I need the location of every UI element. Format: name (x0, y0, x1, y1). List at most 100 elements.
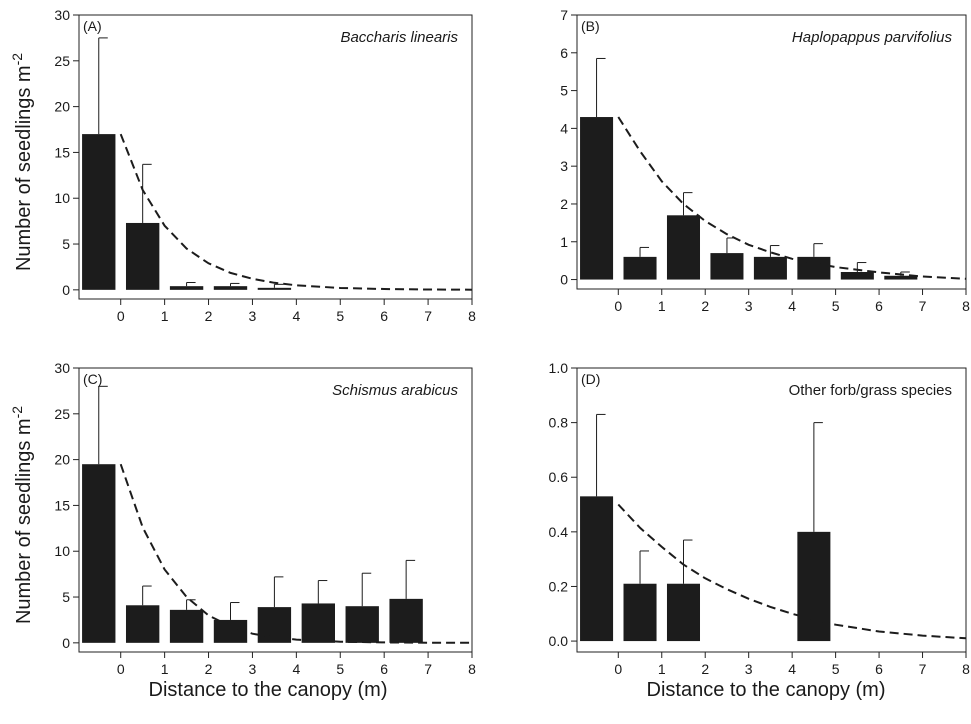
plot-frame (576, 367, 967, 653)
y-tick-label: 15 (54, 497, 70, 513)
bar (169, 286, 204, 290)
y-tick-label: 15 (54, 144, 70, 160)
x-tick-label: 4 (292, 308, 300, 324)
fit-curve (617, 116, 967, 280)
panel-label: (D) (581, 371, 600, 387)
y-tick-label: 30 (54, 360, 70, 376)
bar (623, 583, 657, 642)
fit-curve (617, 503, 967, 640)
y-tick-label: 2 (560, 196, 568, 212)
plot-frame (78, 367, 473, 653)
bar (257, 287, 292, 290)
y-tick-label: 5 (62, 589, 70, 605)
panel-label: (C) (83, 371, 102, 387)
y-tick-label: 0.6 (549, 469, 569, 485)
y-tick-label: 25 (54, 53, 70, 69)
plot-frame (576, 14, 967, 290)
panel-a: 0 5 10 15 20 25 30 0 1 2 3 4 5 6 7 8 (A) Baccharis linear… (54, 7, 476, 324)
species-title: Schismus arabicus (332, 382, 458, 399)
bar (82, 464, 116, 643)
y-tick-label: 0.4 (549, 524, 569, 540)
x-tick-label: 0 (614, 298, 622, 314)
x-tick-label: 6 (875, 661, 883, 677)
bar (169, 609, 204, 643)
y-tick-label: 20 (54, 99, 70, 115)
x-tick-label: 8 (468, 661, 476, 677)
x-tick-label: 1 (658, 661, 666, 677)
bar (301, 603, 335, 643)
panel-b: 0 1 2 3 4 5 6 7 0 1 2 3 4 5 6 7 8 (B) Haplopappus parvifol… (560, 7, 970, 314)
x-tick-label: 0 (117, 661, 125, 677)
x-tick-label: 5 (336, 308, 344, 324)
x-tick-label: 2 (701, 661, 709, 677)
x-tick-label: 4 (292, 661, 300, 677)
fit-curve (119, 133, 473, 291)
y-tick-label: 3 (560, 158, 568, 174)
x-tick-label: 3 (249, 661, 257, 677)
x-tick-label: 4 (788, 661, 796, 677)
x-tick-label: 2 (701, 298, 709, 314)
x-tick-label: 7 (424, 308, 432, 324)
x-tick-label: 2 (205, 308, 213, 324)
panel-label: (B) (581, 18, 600, 34)
bar (82, 134, 116, 290)
x-tick-label: 3 (745, 298, 753, 314)
bar (213, 619, 248, 643)
bar (753, 256, 787, 280)
fit-curve (119, 463, 473, 644)
y-tick-label: 0.0 (549, 633, 569, 649)
x-tick-label: 3 (745, 661, 753, 677)
x-tick-label: 6 (875, 298, 883, 314)
x-tick-label: 6 (380, 661, 388, 677)
plot-frame (78, 14, 473, 300)
bar (580, 496, 614, 642)
x-tick-label: 4 (788, 298, 796, 314)
x-tick-label: 5 (336, 661, 344, 677)
bar (580, 117, 614, 280)
bar (389, 598, 423, 643)
x-tick-label: 7 (919, 298, 927, 314)
x-axis-label-right: Distance to the canopy (m) (647, 679, 886, 701)
y-tick-label: 25 (54, 406, 70, 422)
panel-label: (A) (83, 18, 102, 34)
y-tick-label: 7 (560, 7, 568, 23)
bar (345, 606, 379, 643)
y-axis-label-top: Number of seedlings m-2 (9, 53, 35, 271)
y-tick-label: 0.2 (549, 578, 569, 594)
y-tick-label: 0.8 (549, 415, 569, 431)
y-tick-label: 0 (62, 282, 70, 298)
bar (797, 256, 831, 280)
bar (797, 531, 831, 642)
y-tick-label: 4 (560, 120, 568, 136)
bar (840, 271, 874, 280)
x-tick-label: 1 (161, 308, 169, 324)
y-axis-label-bottom: Number of seedlings m-2 (9, 406, 35, 624)
species-title: Baccharis linearis (340, 29, 458, 46)
y-tick-label: 20 (54, 452, 70, 468)
panel-d: 0.0 0.2 0.4 0.6 0.8 1.0 0 1 2 3 4 5 6 7 8 (D) Other forb… (549, 360, 971, 677)
y-tick-label: 0 (560, 272, 568, 288)
bar (666, 583, 701, 642)
y-tick-label: 5 (62, 236, 70, 252)
x-tick-label: 5 (832, 298, 840, 314)
bar (125, 222, 160, 290)
y-tick-label: 0 (62, 635, 70, 651)
x-tick-label: 5 (832, 661, 840, 677)
bar (884, 275, 918, 280)
bar (125, 605, 160, 643)
x-tick-label: 8 (962, 298, 970, 314)
x-axis-label-left: Distance to the canopy (m) (149, 679, 388, 701)
bar (710, 253, 744, 280)
x-tick-label: 1 (161, 661, 169, 677)
x-tick-label: 0 (614, 661, 622, 677)
bar (257, 607, 292, 643)
bar (623, 256, 657, 280)
y-tick-label: 1 (560, 234, 568, 250)
x-tick-label: 2 (205, 661, 213, 677)
panel-c: 0 5 10 15 20 25 30 0 1 2 3 4 5 6 7 8 (C) Schismus arabicu… (54, 360, 476, 677)
x-tick-label: 6 (380, 308, 388, 324)
x-tick-label: 8 (468, 308, 476, 324)
x-tick-label: 7 (919, 661, 927, 677)
